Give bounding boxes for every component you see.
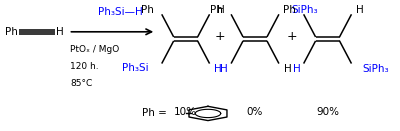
Text: Ph₃Si—H: Ph₃Si—H	[98, 7, 143, 17]
Text: PtOₓ / MgO: PtOₓ / MgO	[70, 45, 120, 54]
Text: SiPh₃: SiPh₃	[291, 5, 318, 15]
Text: H: H	[217, 5, 224, 15]
Text: H: H	[284, 64, 292, 74]
Text: +: +	[215, 31, 226, 43]
Text: H: H	[356, 5, 364, 15]
Text: 90%: 90%	[316, 107, 339, 117]
Text: Ph: Ph	[210, 5, 223, 15]
Text: Ph: Ph	[283, 5, 296, 15]
Text: H: H	[293, 64, 300, 74]
Text: +: +	[286, 31, 297, 43]
Text: SiPh₃: SiPh₃	[363, 64, 389, 74]
Text: H: H	[56, 27, 64, 37]
Text: H: H	[214, 64, 221, 74]
Text: Ph₃Si: Ph₃Si	[122, 63, 149, 73]
Text: Ph =: Ph =	[142, 108, 167, 118]
Text: Ph: Ph	[141, 5, 154, 15]
Text: 85°C: 85°C	[70, 79, 93, 88]
Text: 10%: 10%	[174, 107, 197, 117]
Text: 0%: 0%	[247, 107, 263, 117]
Text: H: H	[220, 64, 228, 74]
Text: Ph: Ph	[5, 27, 18, 37]
Text: 120 h.: 120 h.	[70, 62, 99, 71]
